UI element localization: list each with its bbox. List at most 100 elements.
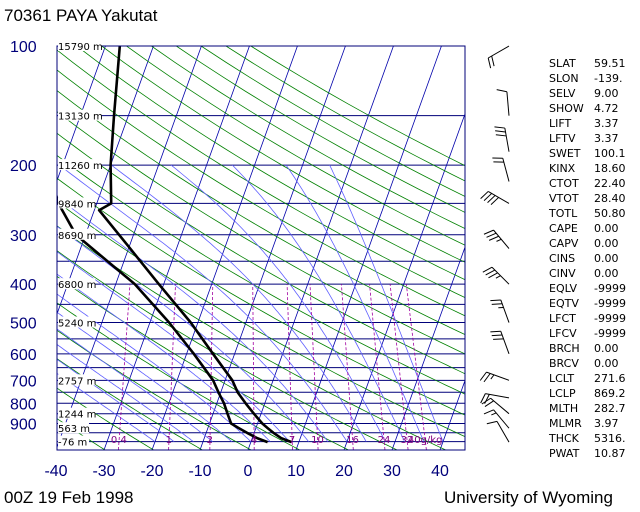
index-name: SHOW xyxy=(549,102,584,115)
mixing-ratio-label: 10 xyxy=(311,435,324,446)
index-value: 869.2 xyxy=(594,387,626,400)
isotherm-line xyxy=(57,46,154,316)
index-name: CINS xyxy=(549,252,576,265)
moist-adiabat xyxy=(57,372,156,442)
dry-adiabat xyxy=(151,46,465,230)
plot-frame xyxy=(56,45,466,451)
wind-barb-flag xyxy=(490,299,501,302)
height-label-bg xyxy=(58,197,96,209)
height-label-bg xyxy=(58,40,102,51)
index-value: 5316. xyxy=(594,432,626,445)
index-value: 282.7 xyxy=(594,402,626,415)
index-value: 50.80 xyxy=(594,207,626,220)
mixing-ratio-line xyxy=(118,284,131,450)
height-label: 5240 m xyxy=(58,319,96,330)
temperature-tick-label: -40 xyxy=(44,463,67,480)
temperature-tick-label: 30 xyxy=(383,463,401,480)
temperature-tick-label: 40 xyxy=(431,463,449,480)
wind-barb-staff xyxy=(485,393,510,399)
index-value: 0.00 xyxy=(594,252,619,265)
wind-barb-flag xyxy=(494,126,505,129)
index-row: LIFT 3.37 xyxy=(549,116,640,131)
index-row: BRCV 0.00 xyxy=(549,356,640,371)
wind-barb xyxy=(487,45,510,69)
index-row: SHOW 4.72 xyxy=(549,101,640,116)
wind-barb xyxy=(486,420,510,443)
wind-barb-half-flag xyxy=(491,412,497,416)
temperature-tick-label: 0 xyxy=(244,463,253,480)
index-value: 0.00 xyxy=(594,237,619,250)
mixing-ratio-label: 40g/kg xyxy=(408,435,443,446)
wind-barb xyxy=(492,157,510,182)
index-row: MLTH 282.7 xyxy=(549,401,640,416)
wind-barb-flag xyxy=(495,134,507,137)
index-value: 0.00 xyxy=(594,267,619,280)
height-label-bg xyxy=(58,407,96,419)
wind-barb-flag xyxy=(483,409,494,415)
pressure-tick-label: 100 xyxy=(10,39,37,56)
index-value: 4.72 xyxy=(594,102,619,115)
index-value: 28.40 xyxy=(594,192,626,205)
index-name: PWAT xyxy=(549,447,580,460)
isotherm-line xyxy=(199,46,346,450)
height-label-bg xyxy=(58,316,96,328)
index-value: 3.97 xyxy=(594,417,619,430)
index-row: VTOT 28.40 xyxy=(549,191,640,206)
dry-adiabat xyxy=(57,358,203,450)
height-label: -76 m xyxy=(58,438,87,449)
profile-lines xyxy=(57,46,293,444)
dry-adiabat xyxy=(57,329,252,450)
wind-barb-flag xyxy=(495,130,506,133)
height-label-bg xyxy=(58,278,96,290)
mixing-ratio-line xyxy=(252,284,255,450)
index-value: 271.6 xyxy=(594,372,626,385)
index-value: 9.00 xyxy=(594,87,619,100)
dry-adiabat xyxy=(57,132,465,375)
isotherm-line xyxy=(247,46,394,450)
height-label-bg xyxy=(58,374,96,386)
pressure-tick-label: 200 xyxy=(10,158,37,175)
index-name: CAPV xyxy=(549,237,579,250)
station-title: 70361 PAYA Yakutat xyxy=(4,6,158,25)
height-label: 9840 m xyxy=(58,199,96,210)
index-value: 0.00 xyxy=(594,222,619,235)
index-name: LIFT xyxy=(549,117,572,130)
moist-adiabat xyxy=(111,164,367,442)
wind-barb xyxy=(480,190,510,205)
wind-barb-half-flag xyxy=(496,238,502,242)
wind-barb-flag xyxy=(479,371,487,381)
isotherm-line xyxy=(343,112,465,450)
wind-barb-flag xyxy=(493,338,504,340)
mixing-ratio-label: 7 xyxy=(289,435,295,446)
index-row: LCLT 271.6 xyxy=(549,371,640,386)
index-value: -9999 xyxy=(594,312,626,325)
height-label: 1244 m xyxy=(58,410,96,421)
pressure-tick-label: 400 xyxy=(10,277,37,294)
wind-barb-flag xyxy=(480,191,489,199)
mixing-ratio-label: 2 xyxy=(207,435,213,446)
index-value: -9999 xyxy=(594,282,626,295)
dry-adiabat xyxy=(176,46,465,213)
index-name: EQTV xyxy=(549,297,579,310)
wind-barb-flag xyxy=(484,400,494,407)
wind-barb xyxy=(479,371,510,383)
wind-barb-flag xyxy=(483,193,493,201)
wind-barb-flag xyxy=(485,269,496,276)
mixing-ratio-label: 0.4 xyxy=(111,435,127,446)
wind-barb-staff xyxy=(496,421,510,443)
index-row: LFCT -9999 xyxy=(549,311,640,326)
wind-barb-flag xyxy=(484,394,490,404)
index-row: PWAT 10.87 xyxy=(549,446,640,461)
mixing-ratio-line xyxy=(389,284,409,450)
mixing-ratio-label: 1 xyxy=(166,435,172,446)
index-name: LFCT xyxy=(549,312,576,325)
dry-adiabat xyxy=(57,275,349,450)
height-label: 2757 m xyxy=(58,376,96,387)
wind-barb-flag xyxy=(496,89,508,93)
height-label: 563 m xyxy=(58,424,90,435)
height-label-bg xyxy=(58,435,89,447)
temperature-tick-label: -10 xyxy=(188,463,211,480)
wind-barb-half-flag xyxy=(490,374,495,380)
index-name: LFTV xyxy=(549,132,576,145)
height-label-bg xyxy=(58,422,89,434)
